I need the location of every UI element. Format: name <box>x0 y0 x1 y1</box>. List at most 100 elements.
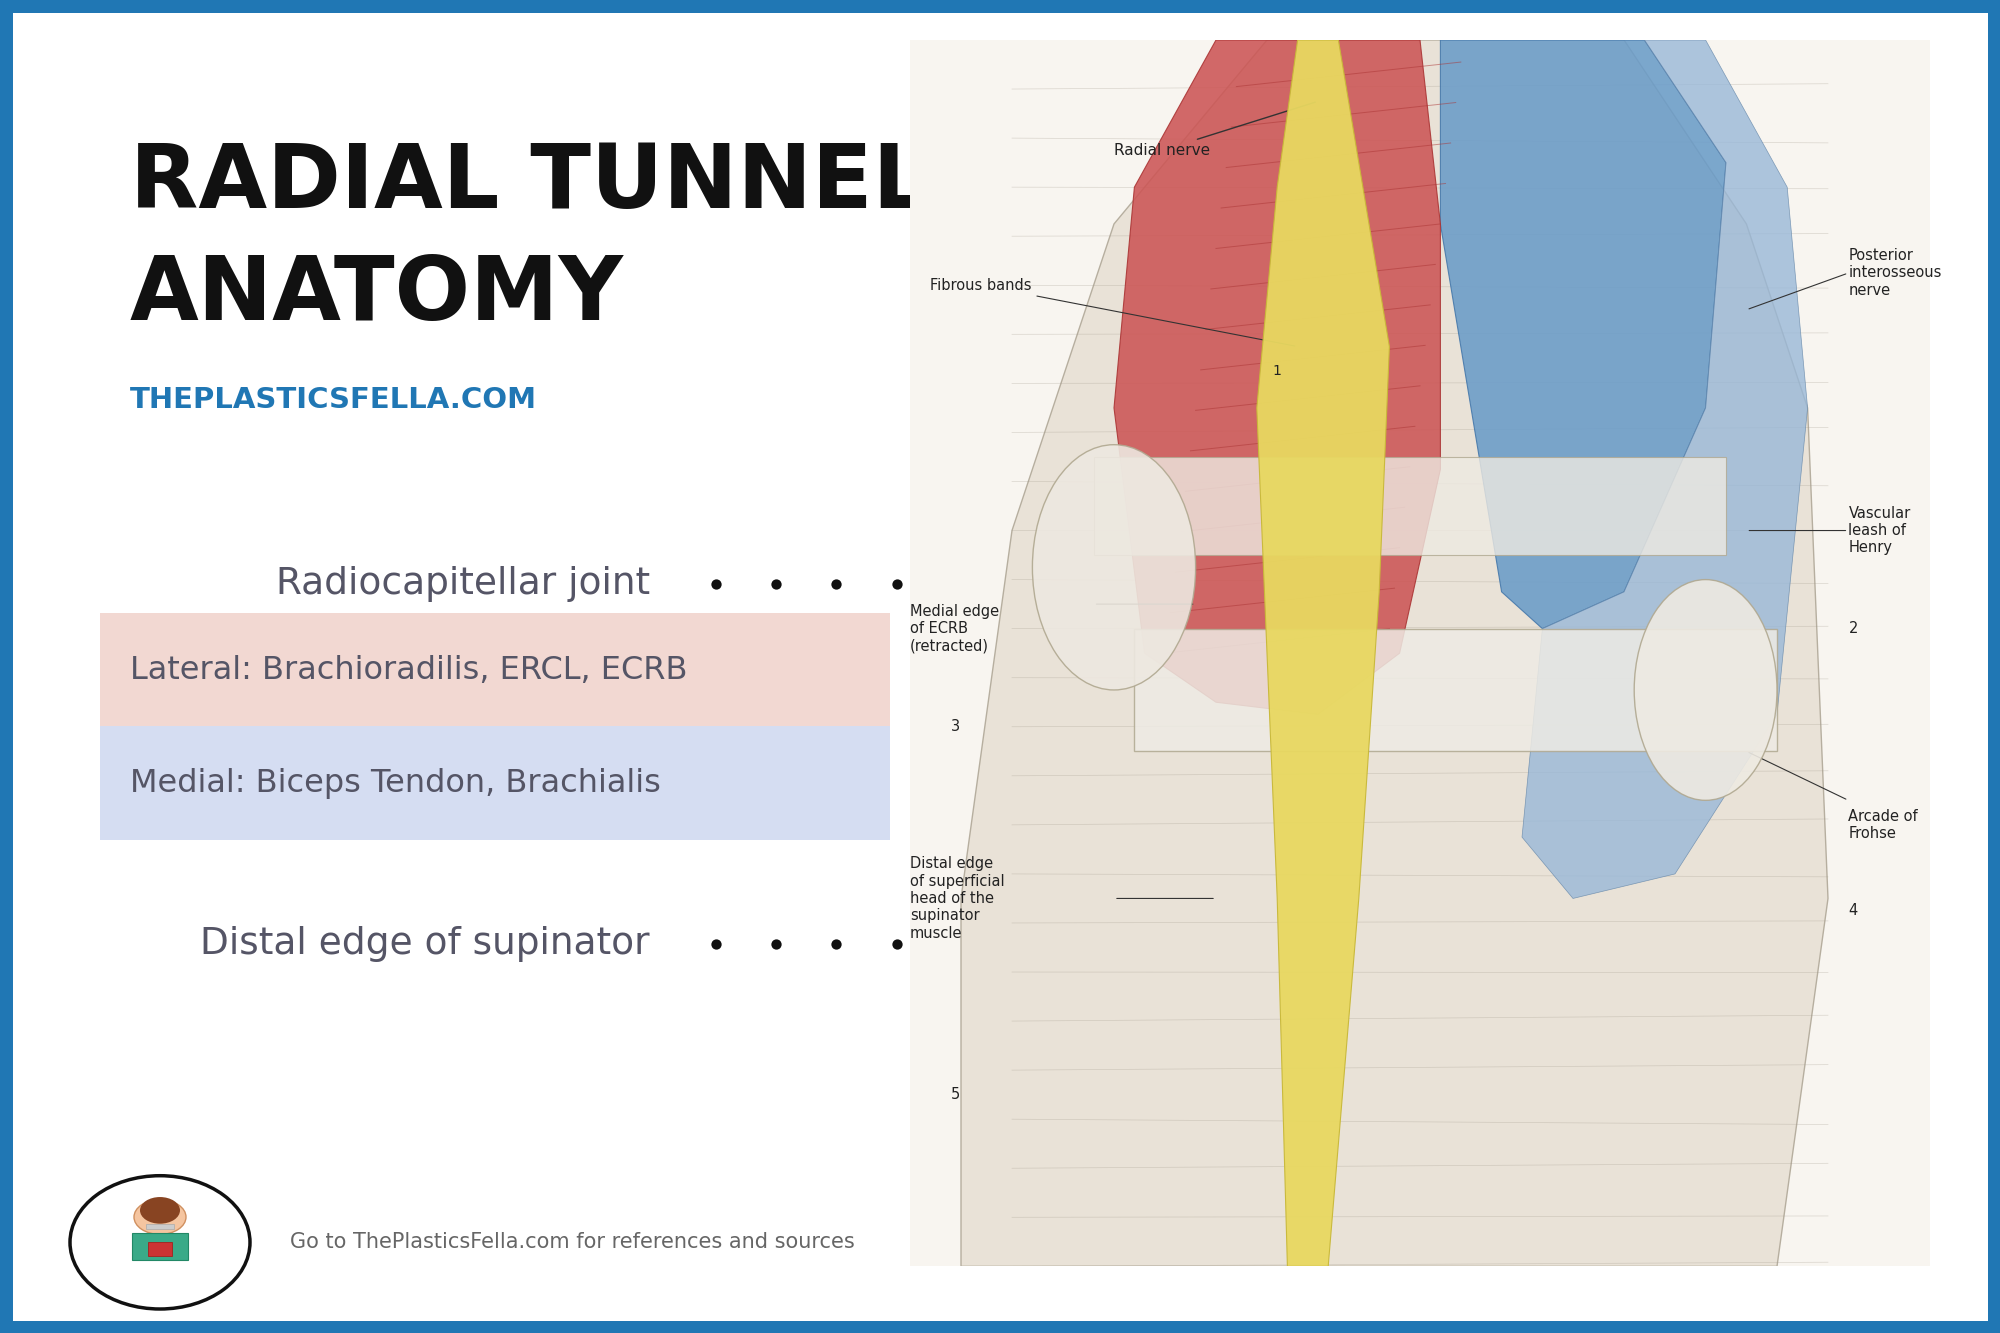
Point <box>1228 766 1260 788</box>
Point <box>940 933 972 954</box>
Polygon shape <box>1256 40 1390 1266</box>
Point <box>1228 573 1260 595</box>
Text: 1: 1 <box>1272 364 1282 379</box>
Point <box>1724 933 1756 954</box>
Point <box>1044 656 1076 677</box>
Point <box>1182 573 1214 595</box>
Point <box>760 573 792 595</box>
Point <box>1228 629 1260 651</box>
Polygon shape <box>1114 40 1440 714</box>
Point <box>940 573 972 595</box>
Point <box>1362 573 1394 595</box>
Point <box>1044 712 1076 733</box>
Point <box>1044 933 1076 954</box>
Point <box>760 933 792 954</box>
Point <box>820 933 852 954</box>
Point <box>1044 794 1076 816</box>
Polygon shape <box>1522 40 1808 898</box>
Point <box>1002 933 1034 954</box>
Point <box>1044 573 1076 595</box>
Polygon shape <box>960 40 1828 1266</box>
Ellipse shape <box>1032 445 1196 690</box>
Point <box>1228 850 1260 872</box>
FancyBboxPatch shape <box>100 726 890 840</box>
Point <box>1182 933 1214 954</box>
Point <box>1044 766 1076 788</box>
Text: Posterior
interosseous
nerve: Posterior interosseous nerve <box>1848 248 1942 297</box>
Point <box>1044 684 1076 705</box>
FancyBboxPatch shape <box>100 613 890 726</box>
Text: Medial edge
of ECRB
(retracted): Medial edge of ECRB (retracted) <box>910 604 1000 653</box>
Point <box>1604 573 1636 595</box>
Text: Distal edge of supinator: Distal edge of supinator <box>200 925 650 962</box>
Point <box>1044 850 1076 872</box>
Point <box>1302 933 1334 954</box>
Point <box>1122 933 1154 954</box>
Point <box>1044 905 1076 926</box>
Text: THEPLASTICSFELLA.COM: THEPLASTICSFELLA.COM <box>130 385 538 415</box>
Point <box>1228 712 1260 733</box>
Text: 5: 5 <box>950 1088 960 1102</box>
Text: Medial: Biceps Tendon, Brachialis: Medial: Biceps Tendon, Brachialis <box>130 768 660 800</box>
Point <box>1044 822 1076 844</box>
Text: RADIAL TUNNEL: RADIAL TUNNEL <box>130 140 930 228</box>
Text: Arcade of
Frohse: Arcade of Frohse <box>1848 809 1918 841</box>
Polygon shape <box>1094 457 1726 555</box>
Point <box>880 573 912 595</box>
Point <box>1044 601 1076 623</box>
Point <box>1302 573 1334 595</box>
Polygon shape <box>1134 629 1778 752</box>
Text: Radial nerve: Radial nerve <box>1114 103 1316 157</box>
Point <box>700 573 732 595</box>
Point <box>1062 933 1094 954</box>
Text: 4: 4 <box>1848 904 1858 918</box>
Text: Radiocapitellar joint: Radiocapitellar joint <box>276 565 650 603</box>
Point <box>1002 573 1034 595</box>
Point <box>1228 933 1260 954</box>
Point <box>1228 684 1260 705</box>
Point <box>1544 573 1576 595</box>
Text: 2: 2 <box>1848 621 1858 636</box>
Text: Vascular
leash of
Henry: Vascular leash of Henry <box>1848 505 1910 556</box>
Point <box>1228 601 1260 623</box>
Point <box>1664 933 1696 954</box>
Point <box>1242 573 1274 595</box>
Circle shape <box>140 1197 180 1224</box>
Point <box>1228 905 1260 926</box>
Text: Distal edge
of superficial
head of the
supinator
muscle: Distal edge of superficial head of the s… <box>910 856 1004 941</box>
Polygon shape <box>1440 40 1726 629</box>
Polygon shape <box>146 1224 174 1229</box>
Point <box>1228 656 1260 677</box>
Text: Fibrous bands: Fibrous bands <box>930 277 1294 347</box>
Point <box>1044 877 1076 898</box>
Polygon shape <box>148 1242 172 1256</box>
Point <box>1544 933 1576 954</box>
Point <box>1422 573 1454 595</box>
Point <box>1122 573 1154 595</box>
Point <box>1044 740 1076 761</box>
Text: 3: 3 <box>950 720 960 734</box>
Point <box>1724 573 1756 595</box>
Ellipse shape <box>1634 580 1778 800</box>
Point <box>1242 933 1274 954</box>
Point <box>1422 933 1454 954</box>
Text: ANATOMY: ANATOMY <box>130 252 624 340</box>
Point <box>1228 794 1260 816</box>
Point <box>820 573 852 595</box>
Point <box>1228 740 1260 761</box>
Polygon shape <box>132 1233 188 1260</box>
Text: Lateral: Brachioradilis, ERCL, ECRB: Lateral: Brachioradilis, ERCL, ECRB <box>130 655 688 686</box>
Point <box>1484 933 1516 954</box>
Point <box>880 933 912 954</box>
Point <box>1604 933 1636 954</box>
Point <box>1362 933 1394 954</box>
Point <box>1228 822 1260 844</box>
Point <box>1062 573 1094 595</box>
Point <box>1044 629 1076 651</box>
Point <box>700 933 732 954</box>
Text: Go to ThePlasticsFella.com for references and sources: Go to ThePlasticsFella.com for reference… <box>290 1232 854 1253</box>
Point <box>1484 573 1516 595</box>
Circle shape <box>134 1200 186 1234</box>
Point <box>1664 573 1696 595</box>
Point <box>1228 877 1260 898</box>
